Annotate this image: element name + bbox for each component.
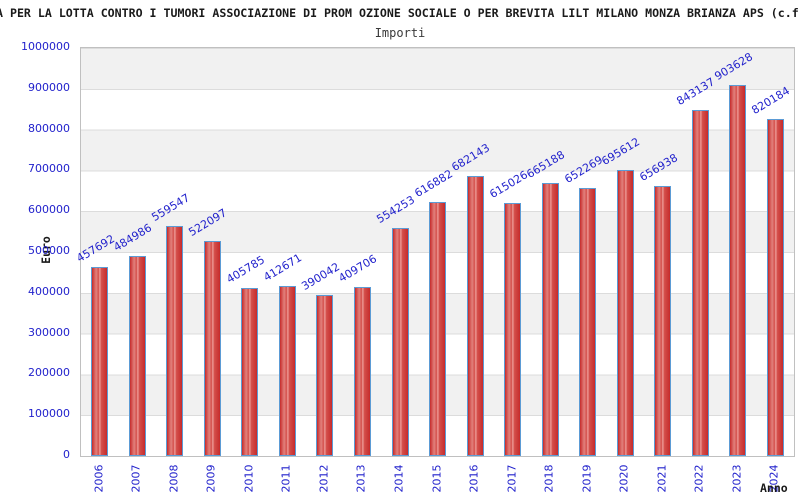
x-axis-tick-label: 2021 — [654, 459, 670, 497]
x-axis-tick-text: 2013 — [354, 464, 368, 492]
y-axis-tick-label: 1000000 — [21, 40, 70, 53]
bar-2022 — [691, 110, 709, 456]
x-axis-tick-text: 2008 — [167, 464, 181, 492]
y-axis-tick-label: 900000 — [28, 80, 70, 94]
bar-2023 — [729, 85, 747, 456]
x-axis-tick-text: 2019 — [580, 464, 594, 492]
y-axis-ticks: 0 100000 200000 300000 400000 500000 600000 700… — [0, 40, 72, 461]
x-axis-tick-text: 2017 — [505, 464, 519, 492]
bar-2018 — [541, 182, 559, 456]
bar-2011 — [278, 285, 296, 456]
x-axis-tick-label: 2014 — [391, 459, 407, 497]
y-axis-tick-label: 700000 — [28, 162, 70, 176]
bar-2007 — [128, 256, 146, 456]
bar-slot-2017 — [494, 48, 532, 456]
x-axis-tick-text: 2014 — [392, 464, 406, 492]
x-axis-tick-label: 2020 — [616, 459, 632, 497]
x-axis-tick-text: 2011 — [279, 464, 293, 492]
x-axis-tick-text: 2007 — [129, 464, 143, 492]
plot-area: 457692 484986 559547 522097 405785 412671 3900… — [74, 47, 795, 457]
x-axis-tick-label: 2019 — [579, 459, 595, 497]
bar-slot-2016 — [456, 48, 494, 456]
bar-slot-2011 — [269, 48, 307, 456]
bar-2006 — [91, 267, 109, 456]
y-axis-tick-label: 0 — [63, 448, 70, 461]
x-axis-tick-label: 2011 — [278, 459, 294, 497]
bar-slot-2023 — [719, 48, 757, 456]
x-axis-tick-label: 2008 — [166, 459, 182, 497]
x-axis-title: Anno — [760, 481, 788, 495]
x-axis-tick-label: 2017 — [504, 459, 520, 497]
bar-slot-2006 — [81, 48, 119, 456]
bar-2014 — [391, 227, 409, 456]
bars-container — [81, 48, 794, 456]
bar-slot-2007 — [119, 48, 157, 456]
x-axis-ticks: 2006 2007 2008 2009 2010 2011 2012 2013 2014 2015… — [80, 459, 793, 499]
bar-slot-2012 — [306, 48, 344, 456]
chart-title: Importi — [374, 26, 426, 40]
x-axis-tick-text: 2021 — [655, 464, 669, 492]
bar-2012 — [316, 294, 334, 456]
bar-slot-2009 — [194, 48, 232, 456]
bar-2020 — [616, 170, 634, 456]
x-axis-tick-text: 2010 — [242, 464, 256, 492]
x-axis-tick-label: 2012 — [316, 459, 332, 497]
bar-slot-2013 — [344, 48, 382, 456]
x-axis-tick-text: 2016 — [467, 464, 481, 492]
bar-2009 — [203, 240, 221, 456]
bar-slot-2014 — [381, 48, 419, 456]
bar-2017 — [504, 203, 522, 456]
x-axis-tick-label: 2010 — [241, 459, 257, 497]
x-axis-tick-label: 2018 — [541, 459, 557, 497]
y-axis-tick-label: 800000 — [28, 121, 70, 135]
x-axis-tick-text: 2022 — [692, 464, 706, 492]
y-axis-tick-label: 500000 — [28, 244, 70, 257]
bar-2008 — [166, 225, 184, 456]
bar-2016 — [466, 175, 484, 456]
y-axis-tick-label: 100000 — [28, 407, 70, 421]
x-axis-tick-text: 2012 — [317, 464, 331, 492]
bar-slot-2020 — [606, 48, 644, 456]
bar-slot-2021 — [644, 48, 682, 456]
x-axis-tick-label: 2022 — [691, 459, 707, 497]
bar-2021 — [654, 185, 672, 456]
bar-2010 — [241, 288, 259, 456]
x-axis-tick-label: 2013 — [353, 459, 369, 497]
bar-2013 — [353, 286, 371, 456]
bar-slot-2008 — [156, 48, 194, 456]
bar-slot-2022 — [682, 48, 720, 456]
y-axis-tick-label: 300000 — [28, 325, 70, 339]
x-axis-tick-text: 2018 — [542, 464, 556, 492]
y-axis-tick-label: 400000 — [28, 284, 70, 298]
x-axis-tick-text: 2020 — [617, 464, 631, 492]
bar-slot-2024 — [757, 48, 795, 456]
x-axis-tick-text: 2015 — [430, 464, 443, 492]
y-axis-tick-label: 200000 — [28, 366, 70, 380]
chart-header-title: A PER LA LOTTA CONTRO I TUMORI ASSOCIAZI… — [0, 6, 799, 20]
x-axis-tick-label: 2023 — [729, 459, 745, 497]
bar-slot-2015 — [419, 48, 457, 456]
bar-2024 — [766, 119, 784, 456]
bar-slot-2010 — [231, 48, 269, 456]
y-axis-tick-label: 600000 — [28, 203, 70, 217]
x-axis-tick-text: 2023 — [730, 464, 744, 492]
x-axis-tick-label: 2009 — [203, 459, 219, 497]
x-axis-tick-label: 2007 — [128, 459, 144, 497]
bar-slot-2018 — [531, 48, 569, 456]
x-axis-tick-text: 2009 — [204, 464, 218, 492]
x-axis-tick-text: 2006 — [92, 464, 106, 492]
x-axis-tick-label: 2006 — [91, 459, 107, 497]
x-axis-tick-label: 2015 — [429, 459, 445, 497]
bar-2019 — [579, 187, 597, 456]
x-axis-tick-label: 2016 — [466, 459, 482, 497]
bar-2015 — [429, 202, 447, 456]
bar-slot-2019 — [569, 48, 607, 456]
